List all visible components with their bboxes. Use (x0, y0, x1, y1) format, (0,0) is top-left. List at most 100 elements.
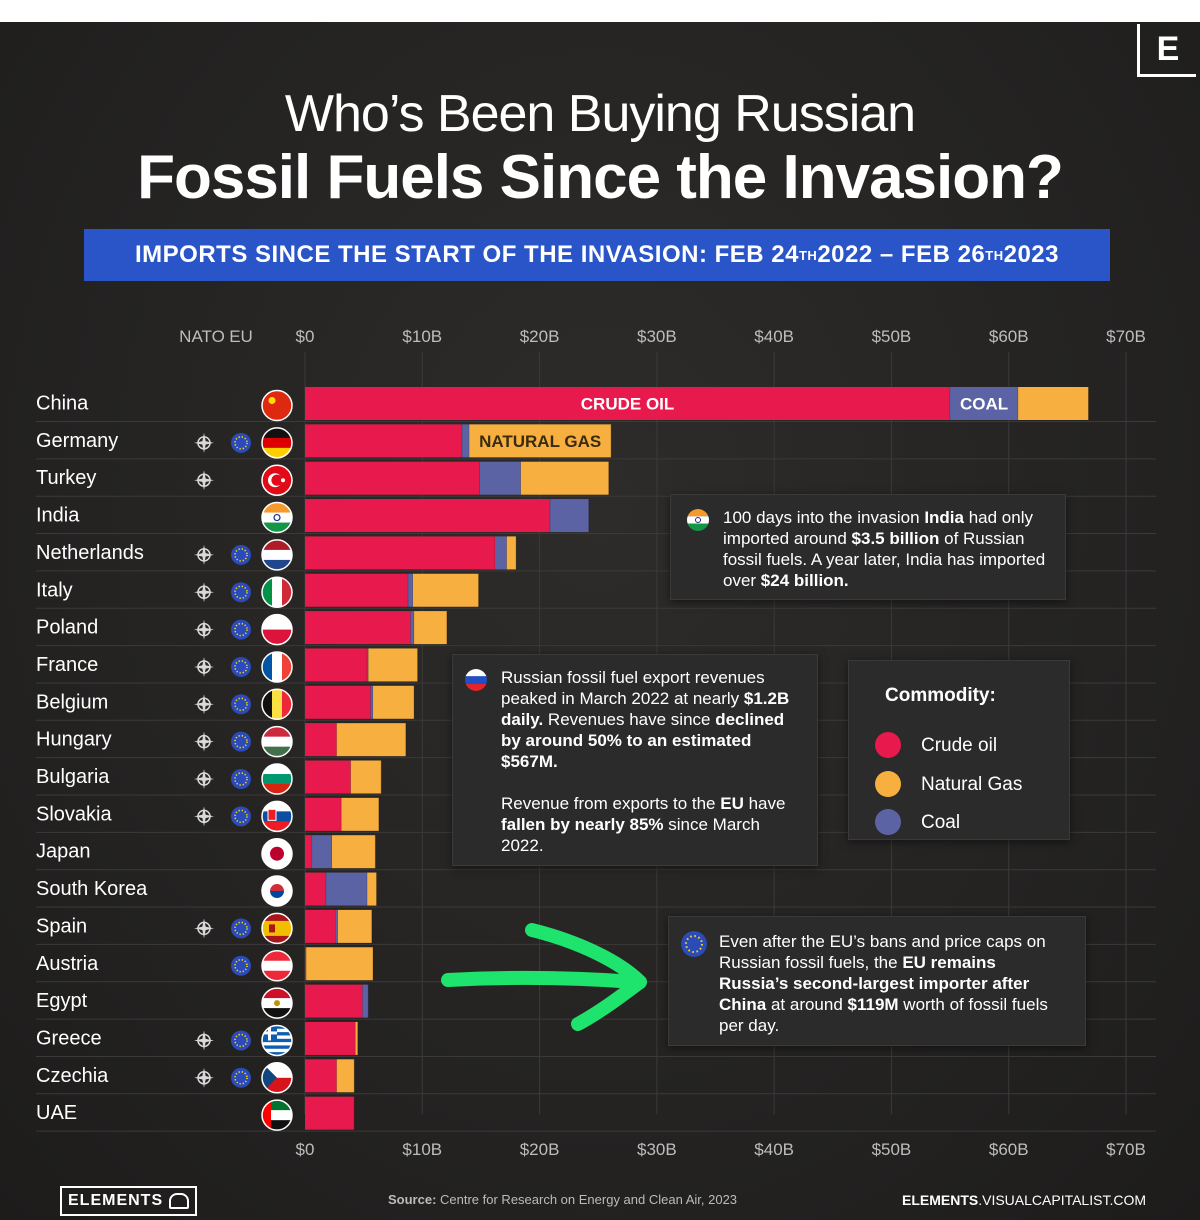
bar-segment (312, 835, 332, 869)
bar-segment (305, 872, 327, 906)
country-row: Germany (36, 427, 1156, 460)
bar-stack (305, 536, 517, 570)
legend-label-coal: Coal (921, 811, 961, 833)
bar-segment (331, 835, 376, 869)
country-flag-icon (262, 764, 292, 794)
country-label: Slovakia (36, 803, 112, 825)
country-flag-icon (262, 465, 292, 496)
country-rows: China Germany Turkey India Netherlands Italy P… (36, 389, 1156, 1132)
country-flag-icon (262, 876, 292, 907)
bar-segment (462, 424, 470, 458)
bar-segment (950, 387, 1019, 420)
country-label: South Korea (36, 878, 148, 900)
eu-icon (231, 544, 251, 565)
bar-segment (305, 424, 463, 458)
legend-item-coal: Coal (875, 808, 960, 836)
eu-text-1: Even after the EU’s bans and price caps … (719, 932, 1046, 972)
russia-text-3: Revenue from exports to the (501, 794, 721, 813)
russia-bold-3: EU (720, 794, 744, 813)
india-text-3: of Russian fossil fuels. A year later, I… (723, 529, 1046, 590)
eu-icon (231, 582, 251, 603)
bar-segment (305, 835, 313, 869)
nato-icon (194, 544, 214, 565)
eu-icon (231, 955, 251, 976)
country-flag-icon (262, 950, 292, 981)
country-label: China (36, 393, 89, 415)
bar-segment (408, 573, 413, 607)
country-flag-icon (262, 651, 292, 682)
x-tick-label-bottom: $10B (402, 1140, 442, 1159)
bar-stack (305, 797, 380, 831)
bar-segment (305, 461, 480, 495)
bar-stack (305, 611, 448, 645)
x-tick-label-top: $70B (1106, 327, 1146, 346)
bar-data-label: NATURAL GAS (479, 432, 601, 451)
country-label: Greece (36, 1027, 102, 1049)
bar-segment (336, 723, 406, 757)
country-flag-icon (262, 1100, 292, 1131)
footer-url-bold: ELEMENTS (901, 1192, 979, 1208)
bar-segment (495, 536, 507, 570)
eu-text-2: at around (766, 995, 848, 1014)
nato-icon (194, 731, 214, 752)
legend-item-natural-gas: Natural Gas (875, 770, 1022, 798)
legend-label-natural-gas: Natural Gas (921, 773, 1023, 795)
banner-sup-1: TH (798, 247, 818, 263)
bar-segment (506, 536, 517, 570)
russia-text-2: Revenues have since (543, 710, 716, 729)
stacked-bar-chart: $0 $10B $20B $30B $40B $50B $60B $70B $0 $10B $20… (36, 327, 1156, 1159)
legend-label-crude-oil: Crude oil (921, 734, 998, 756)
bar-segment (306, 947, 374, 981)
country-label: Poland (36, 617, 98, 639)
bar-segment (336, 1059, 355, 1093)
russia-text-5: since March 2022. (501, 815, 760, 855)
eu-text-3: worth of fossil fuels per day. (719, 995, 1048, 1035)
bar-segment (305, 984, 363, 1018)
country-flag-icon (262, 390, 292, 421)
nato-icon (194, 619, 214, 640)
russia-bold-4: fallen by nearly 85% (501, 815, 664, 834)
x-axis-top: $0 $10B $20B $30B $40B $50B $60B $70B (296, 327, 1146, 346)
eu-icon (231, 918, 251, 939)
bar-segment (305, 723, 337, 757)
footer-logo[interactable]: ELEMENTS (60, 1186, 198, 1216)
india-text-1: 100 days into the invasion (723, 508, 925, 527)
legend: Commodity: Crude oil Natural Gas Coal (848, 660, 1070, 840)
green-arrow-shaft (441, 970, 643, 989)
russia-callout: Russian fossil fuel export revenues peak… (452, 654, 818, 866)
country-label: Spain (36, 915, 87, 937)
brand-logo[interactable]: E (1137, 24, 1196, 77)
eu-icon (231, 1030, 251, 1051)
title-line-2: Fossil Fuels Since the Invasion? (137, 143, 1064, 212)
country-flag-icon (262, 801, 292, 832)
bar-data-label: CRUDE OIL (581, 395, 675, 414)
bars (305, 387, 1089, 1130)
bar-segment (305, 611, 411, 645)
banner-middle: 2022 – FEB 26 (817, 241, 986, 268)
country-label: Japan (36, 841, 91, 863)
bar-segment (305, 1059, 337, 1093)
country-row: Japan (36, 837, 1156, 871)
country-flag-icon (262, 614, 292, 645)
country-row: China (36, 389, 1156, 422)
country-row: Italy (36, 576, 1156, 609)
x-tick-label-bottom: $60B (989, 1140, 1029, 1159)
country-flag-icon (262, 689, 292, 720)
bar-stack (305, 573, 480, 607)
bar-segment (305, 685, 371, 719)
bar-segment (1018, 387, 1089, 420)
natural-gas-swatch (875, 771, 901, 797)
x-tick-label-top: $50B (872, 327, 912, 346)
eu-callout: Even after the EU’s bans and price caps … (668, 916, 1086, 1046)
russia-text-1: Russian fossil fuel export revenues peak… (501, 668, 765, 708)
country-flag-icon (262, 913, 292, 944)
footer-logo-text: ELEMENTS (68, 1192, 164, 1209)
footer-url[interactable]: ELEMENTS.VISUALCAPITALIST.COM (902, 1192, 1146, 1208)
bar-segment (305, 573, 409, 607)
bar-segment (414, 611, 447, 645)
country-label: Belgium (36, 691, 108, 713)
country-flag-icon (262, 1025, 292, 1056)
bar-data-label: COAL (960, 395, 1008, 414)
bar-segment (305, 648, 368, 682)
bar-segment (305, 909, 336, 943)
